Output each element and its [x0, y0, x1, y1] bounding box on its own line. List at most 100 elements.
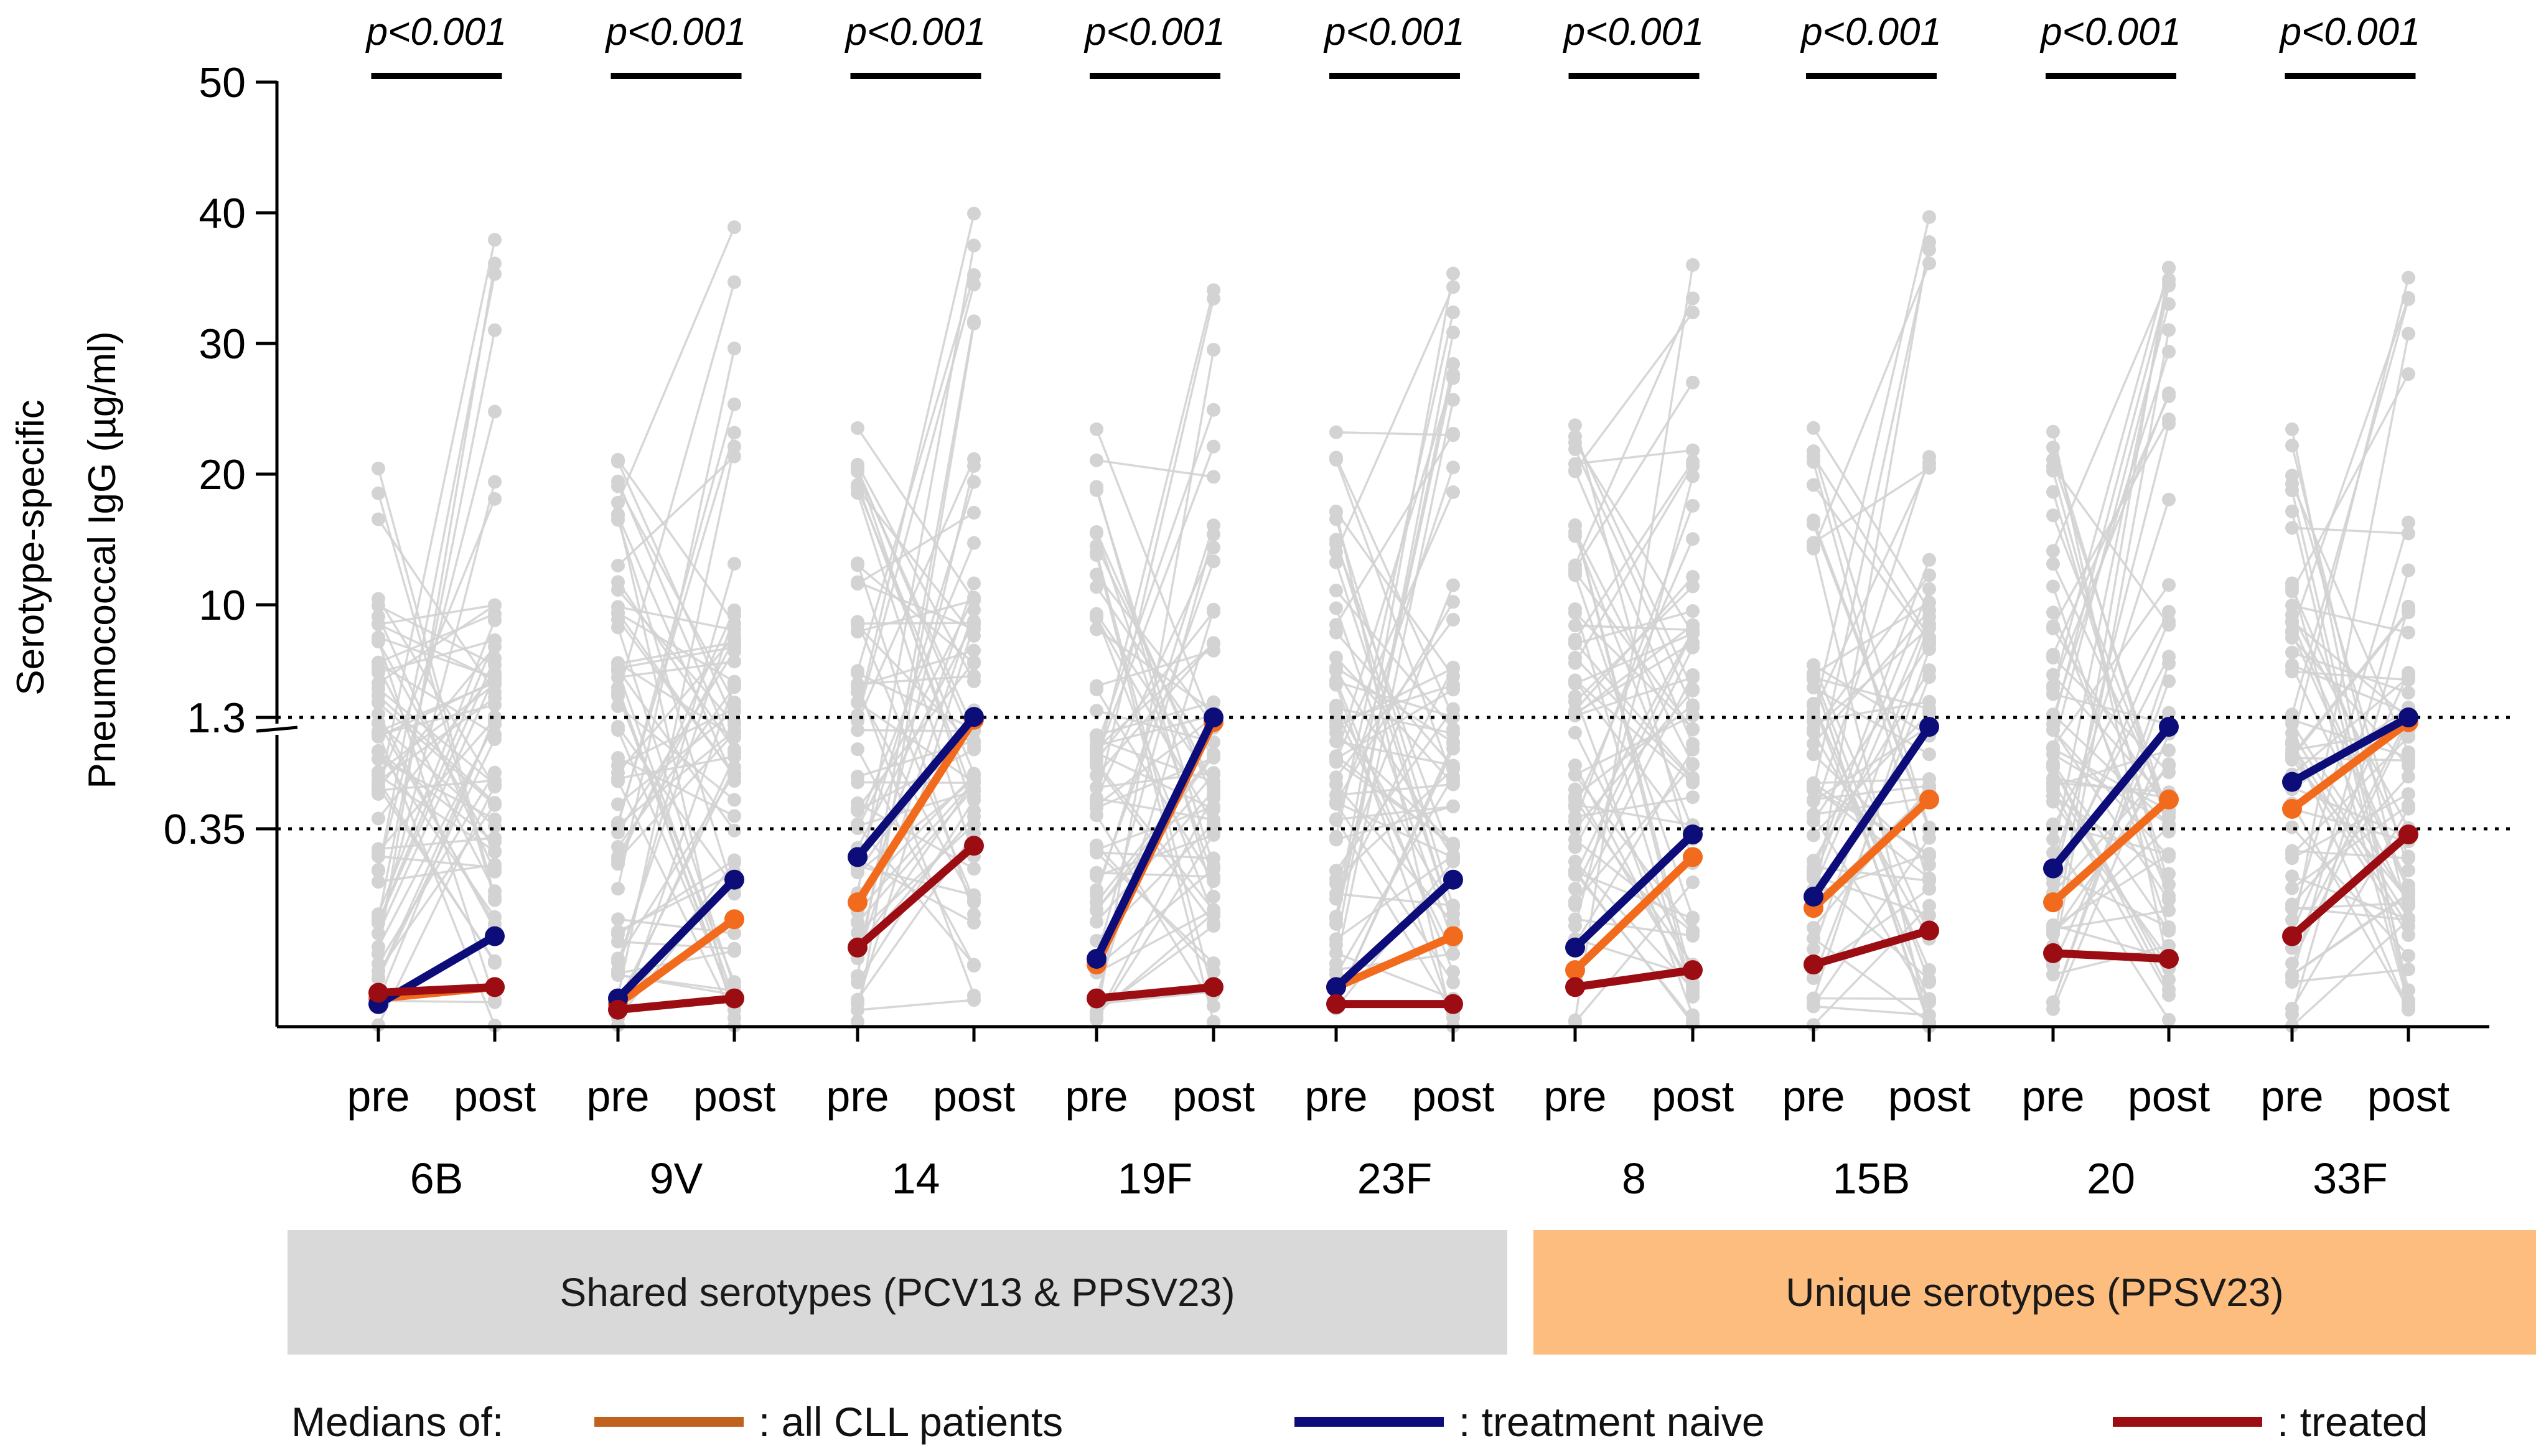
- patient-point-pre: [1090, 679, 1103, 693]
- patient-line: [2052, 351, 2170, 719]
- patient-line: [2052, 790, 2170, 996]
- serotype-label: 9V: [650, 1154, 703, 1203]
- patient-point-pre: [372, 926, 385, 941]
- patient-line: [2291, 803, 2410, 1009]
- patient-point-pre: [372, 707, 385, 721]
- patient-point-post: [488, 864, 502, 879]
- patient-line: [1095, 298, 1215, 801]
- patient-line: [1095, 586, 1215, 758]
- patient-line: [2052, 330, 2170, 962]
- patient-point-pre: [611, 758, 625, 773]
- patient-line: [1335, 378, 1454, 757]
- patient-line: [1335, 704, 1454, 915]
- patient-point-post: [2162, 323, 2176, 337]
- patient-line: [1335, 680, 1454, 973]
- patient-point-post: [1922, 857, 1936, 872]
- serotype-label: 19F: [1118, 1154, 1193, 1203]
- patient-point-post: [2162, 674, 2176, 688]
- patient-line: [856, 274, 975, 671]
- x-sublabel-post: post: [454, 1072, 536, 1121]
- patient-line: [377, 518, 496, 693]
- patient-point-post: [1686, 708, 1700, 722]
- patient-line: [2291, 826, 2410, 957]
- patient-point-pre: [1090, 622, 1103, 637]
- patient-point-pre: [1568, 793, 1582, 807]
- patient-point-pre: [1807, 998, 1820, 1012]
- patient-point-pre: [372, 752, 385, 766]
- patient-point-post: [1207, 780, 1220, 794]
- patient-line: [1574, 679, 1694, 784]
- patient-line: [2291, 614, 2410, 829]
- patient-line: [2052, 284, 2170, 725]
- patient-line: [1335, 818, 1454, 1014]
- patient-line: [1812, 241, 1930, 908]
- patient-point-pre: [2285, 975, 2299, 989]
- patient-point-pre: [2046, 557, 2060, 571]
- patient-point-post: [967, 536, 981, 550]
- patient-point-post: [1207, 918, 1220, 933]
- patient-point-post: [2162, 279, 2176, 293]
- patient-point-post: [1686, 604, 1700, 618]
- patient-line: [1574, 689, 1694, 829]
- patient-line: [2291, 740, 2410, 1010]
- patient-point-pre: [2285, 881, 2299, 895]
- patient-line: [1574, 609, 1694, 997]
- patient-point-post: [2162, 412, 2176, 426]
- patient-point-post: [728, 449, 741, 464]
- patient-line: [1574, 312, 1694, 472]
- median-point-post-treatment-naive: [724, 869, 744, 890]
- patient-point-pre: [851, 1014, 864, 1029]
- patient-point-pre: [2046, 776, 2060, 790]
- patient-point-post: [2162, 656, 2176, 671]
- patient-point-pre: [1090, 757, 1103, 771]
- patient-point-post: [2162, 743, 2176, 757]
- patient-point-post: [1446, 770, 1460, 784]
- patient-point-pre: [2046, 711, 2060, 725]
- patient-point-pre: [1807, 725, 1820, 739]
- patient-line: [2052, 945, 2169, 976]
- patient-point-post: [728, 941, 741, 956]
- patient-line: [617, 670, 736, 1001]
- patient-line: [1096, 797, 1214, 821]
- patient-line: [617, 404, 736, 826]
- median-point-pre-treated: [848, 937, 868, 958]
- patient-point-pre: [1090, 539, 1103, 553]
- patient-line: [2291, 732, 2410, 919]
- patient-point-pre: [851, 742, 864, 757]
- median-point-pre-treatment-naive: [1087, 948, 1107, 969]
- patient-line: [1574, 803, 1693, 826]
- patient-point-pre: [1090, 780, 1103, 795]
- x-sublabel-pre: pre: [1304, 1072, 1367, 1121]
- patient-point-post: [488, 670, 502, 684]
- patient-point-pre: [1807, 792, 1820, 806]
- patient-line: [1812, 937, 1930, 1024]
- patient-line: [1812, 712, 1930, 836]
- patient-point-post: [1922, 235, 1936, 249]
- patient-line: [377, 702, 496, 806]
- patient-point-post: [2162, 261, 2176, 275]
- patient-point-post: [1207, 540, 1220, 554]
- patient-line: [857, 599, 975, 633]
- patient-point-post: [1922, 694, 1936, 709]
- patient-line: [377, 724, 496, 948]
- patient-point-pre: [1090, 869, 1103, 883]
- patient-line: [2291, 604, 2409, 634]
- median-point-post-treatment-naive: [1443, 869, 1463, 890]
- patient-point-post: [1446, 736, 1460, 750]
- patient-point-post: [2402, 798, 2415, 813]
- x-sublabel-post: post: [693, 1072, 775, 1121]
- median-point-post-treated: [1443, 994, 1463, 1014]
- patient-point-post: [2162, 920, 2176, 935]
- patient-point-pre: [611, 575, 625, 589]
- patient-line: [1574, 796, 1693, 818]
- patient-point-post: [1922, 617, 1936, 632]
- patient-line: [2291, 606, 2410, 1015]
- patient-point-pre: [372, 660, 385, 674]
- patient-point-pre: [1807, 714, 1820, 729]
- patient-point-post: [488, 844, 502, 858]
- median-line-treated: [853, 841, 978, 952]
- patient-point-pre: [1807, 942, 1820, 956]
- legend-all-cll: : all CLL patients: [594, 1388, 1063, 1456]
- patient-point-pre: [1329, 770, 1343, 785]
- patient-line: [1096, 714, 1214, 747]
